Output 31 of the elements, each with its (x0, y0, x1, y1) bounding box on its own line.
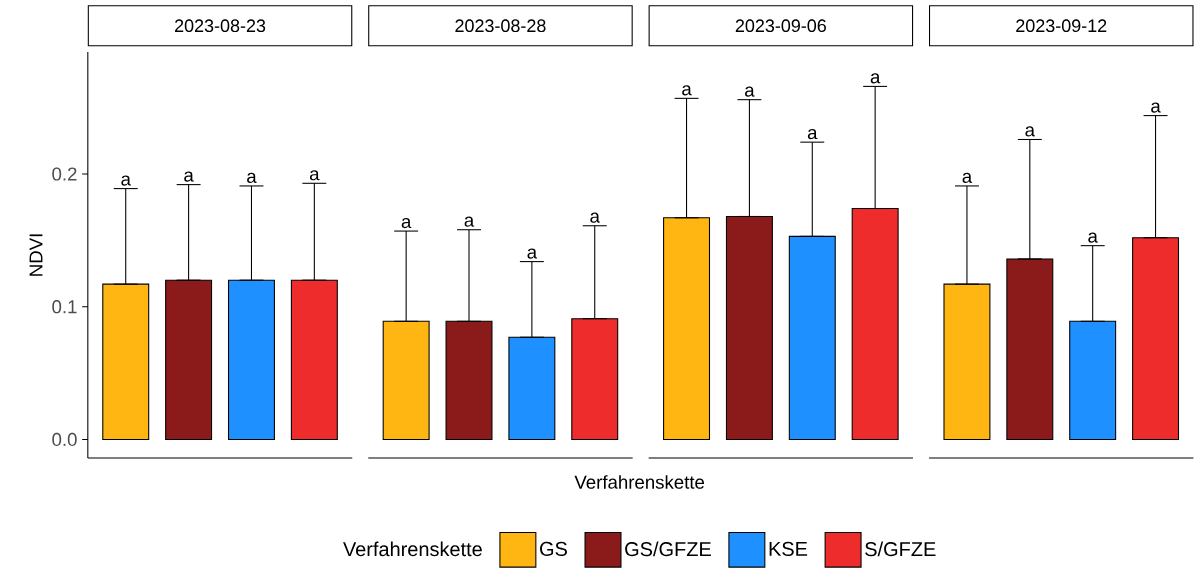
annotation: a (590, 212, 600, 223)
y-axis-title: NDVI (29, 234, 43, 276)
annotation: a (745, 86, 755, 97)
annotation: a (1088, 232, 1098, 243)
annotation: a (682, 85, 692, 96)
x-tick-label: 2023-08-23 (175, 19, 266, 33)
y-tick-label: 0.0 (52, 432, 77, 447)
annotation: a (962, 172, 973, 184)
annotation: a (1151, 102, 1161, 113)
annotation: a (184, 171, 194, 182)
annotation: a (1025, 126, 1036, 137)
x-tick-label: 2023-09-12 (1016, 19, 1107, 33)
legend-label: GS (540, 541, 567, 557)
annotation: a (309, 170, 320, 181)
annotation: a (401, 218, 412, 229)
annotation: a (464, 216, 475, 227)
legend-label: GS/GFZE (625, 541, 711, 557)
y-tick-label: 0.1 (52, 300, 77, 314)
bar (1006, 258, 1054, 441)
x-tick-label: 2023-08-28 (455, 19, 546, 33)
x-axis-title: Verfahrenskette (574, 475, 705, 489)
annotation: a (247, 172, 257, 184)
annotation: a (807, 129, 818, 140)
legend-label: KSE (769, 541, 808, 557)
annotation: a (527, 248, 538, 259)
y-tick-label: 0.2 (52, 167, 77, 181)
annotation: a (870, 73, 881, 84)
legend-label: S/GFZE (865, 541, 936, 557)
x-tick-label: 2023-09-06 (735, 19, 826, 33)
annotation: a (121, 175, 131, 186)
legend-title: Verfahrenskette (343, 541, 482, 557)
